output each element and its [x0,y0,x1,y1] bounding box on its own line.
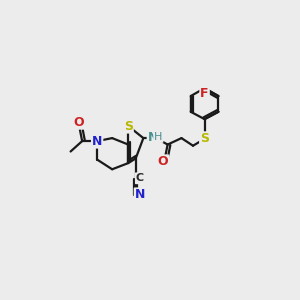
Text: F: F [200,87,209,100]
Text: C: C [136,173,144,183]
Text: N: N [148,131,158,144]
Text: O: O [74,116,84,129]
Text: N: N [92,135,102,148]
Text: S: S [124,120,133,133]
Text: S: S [200,132,209,145]
Text: O: O [158,155,168,168]
Text: N: N [135,188,145,201]
Text: H: H [154,132,163,142]
